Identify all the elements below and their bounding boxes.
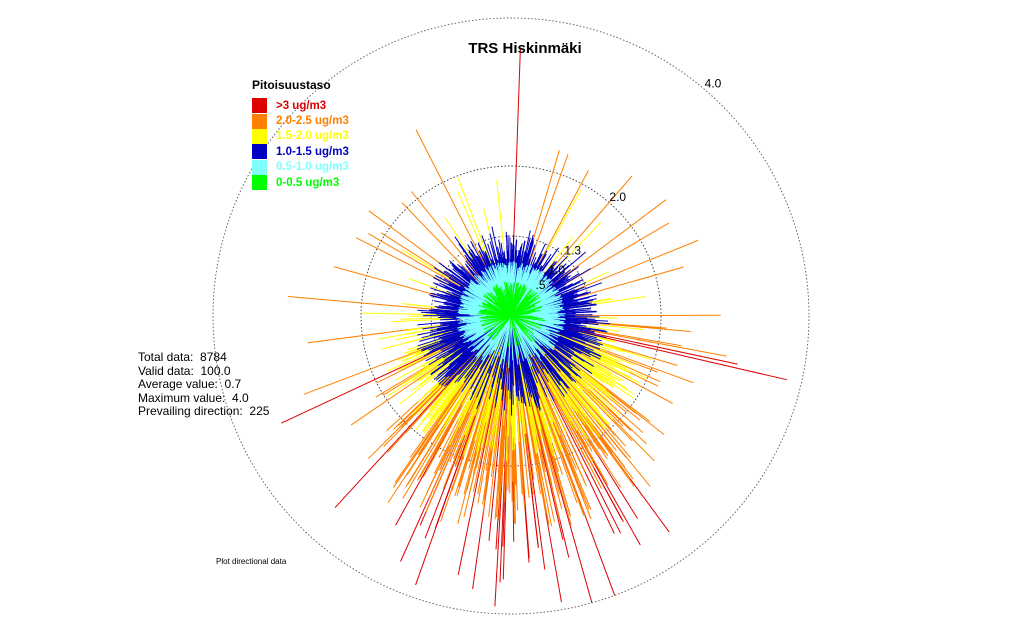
- range-ring: [360, 165, 662, 467]
- data-line: [510, 315, 526, 335]
- data-line: [510, 303, 530, 317]
- legend-item: 1.5-2.0 ug/m3: [252, 128, 349, 144]
- data-line: [510, 298, 521, 317]
- data-line: [510, 315, 532, 354]
- legend-swatch: [252, 159, 267, 175]
- legend-swatch: [252, 113, 267, 129]
- data-line: [510, 315, 523, 343]
- stat-average-value: Average value: 0.7: [138, 377, 242, 392]
- data-line: [503, 315, 512, 351]
- chart-title: TRS Hiskinmäki: [468, 40, 582, 57]
- data-line: [500, 297, 512, 317]
- data-line: [510, 315, 517, 343]
- legend-swatch: [252, 175, 267, 191]
- stat-total-data: Total data: 8784: [138, 350, 227, 364]
- data-line: [490, 308, 512, 317]
- legend-item: 1.0-1.5 ug/m3: [252, 144, 349, 160]
- stat-valid-data: Valid data: 100.0: [138, 363, 231, 378]
- legend-swatch: [252, 144, 267, 160]
- data-line: [483, 315, 512, 334]
- legend-label: 2.0-2.5 ug/m3: [276, 115, 349, 128]
- data-line: [510, 315, 538, 325]
- ring-label: 1.0: [548, 263, 565, 277]
- data-line: [487, 313, 512, 317]
- data-line: [510, 315, 534, 327]
- data-line: [487, 302, 512, 317]
- stat-maximum-value: Maximum value: 4.0: [138, 390, 249, 405]
- legend-label: 1.0-1.5 ug/m3: [276, 145, 349, 158]
- data-line: [484, 315, 512, 321]
- legend-label: 0-0.5 ug/m3: [276, 176, 340, 189]
- legend-label: >3 ug/m3: [276, 99, 327, 112]
- data-line: [494, 315, 512, 351]
- data-lines: [280, 47, 788, 607]
- ring-label: 1.3: [564, 244, 581, 258]
- stat-prevailing-direction: Prevailing direction: 225: [138, 404, 270, 419]
- data-line: [510, 296, 527, 317]
- legend-label: 0.5-1.0 ug/m3: [276, 161, 349, 174]
- ring-label: 2.0: [609, 190, 626, 204]
- data-line: [498, 315, 512, 332]
- legend: Pitoisuustaso >3 ug/m3 2.0-2.5 ug/m3 1.5…: [252, 78, 349, 191]
- summary-stats: Total data: 8784 Valid data: 100.0 Avera…: [138, 350, 270, 419]
- data-line: [510, 315, 529, 332]
- legend-swatch: [252, 128, 267, 144]
- legend-item: 2.0-2.5 ug/m3: [252, 113, 349, 129]
- data-line: [498, 315, 512, 357]
- data-line: [510, 315, 536, 321]
- data-line: [510, 315, 514, 361]
- data-line: [491, 315, 512, 324]
- ring-label: 4.0: [705, 77, 722, 91]
- ring-label: .5: [536, 278, 546, 292]
- data-line: [510, 301, 528, 317]
- footnote: Plot directional data: [216, 557, 287, 566]
- data-line: [495, 315, 512, 357]
- data-line: [510, 315, 534, 331]
- legend-item: 0.5-1.0 ug/m3: [252, 159, 349, 175]
- data-line: [494, 301, 512, 317]
- ring-labels: 4.0 2.0 1.3 1.0.5: [536, 77, 722, 293]
- data-line: [510, 295, 518, 317]
- legend-title: Pitoisuustaso: [252, 78, 331, 92]
- legend-swatch: [252, 98, 267, 114]
- legend-item: >3 ug/m3: [252, 98, 349, 114]
- data-line: [510, 312, 531, 317]
- range-ring: [212, 17, 810, 615]
- legend-item: 0-0.5 ug/m3: [252, 175, 349, 191]
- data-line: [508, 315, 512, 347]
- legend-label: 1.5-2.0 ug/m3: [276, 130, 349, 143]
- data-line: [507, 296, 512, 317]
- data-line: [483, 315, 512, 330]
